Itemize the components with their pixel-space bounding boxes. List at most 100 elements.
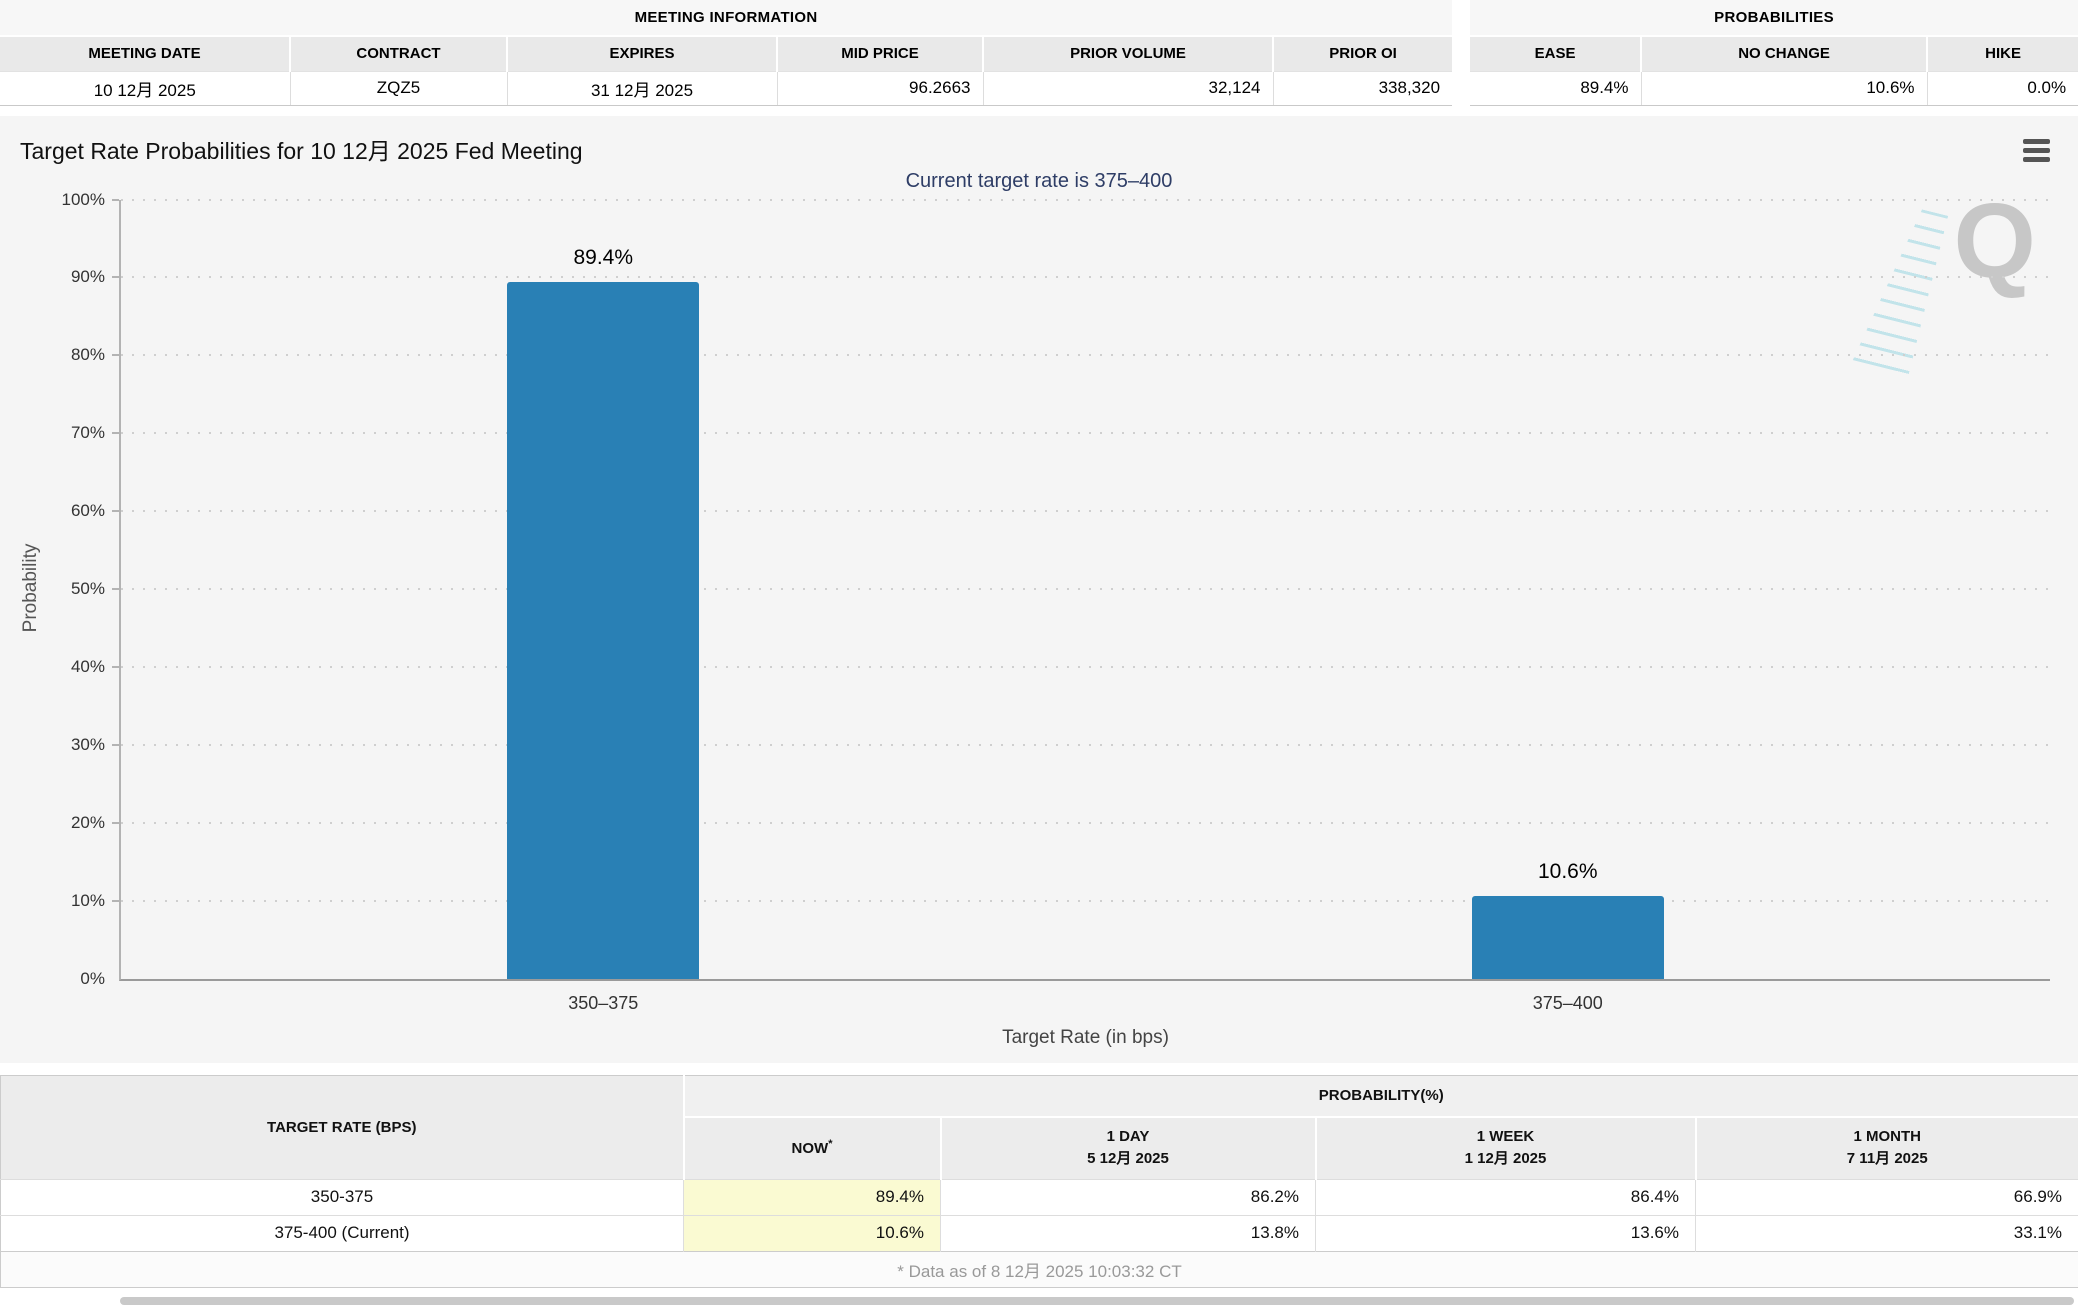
hamburger-bar [2023, 138, 2050, 144]
hamburger-bar [2023, 147, 2050, 153]
y-tick-100: 100% [61, 189, 105, 209]
y-tick-mark-10 [112, 899, 119, 902]
contract-value: ZQZ5 [289, 70, 507, 106]
chart-subtitle: Current target rate is 375–400 [905, 169, 1173, 192]
y-tick-90: 90% [70, 267, 105, 287]
one-month-column-header: 1 MONTH 7 11月 2025 [1694, 1117, 2078, 1179]
bar-value-label-0: 89.4% [573, 246, 634, 270]
one-day-date: 5 12月 2025 [1087, 1150, 1169, 1168]
y-tick-10: 10% [70, 890, 105, 910]
meeting-date-header: MEETING DATE [0, 36, 290, 71]
now-label: NOW [791, 1140, 829, 1157]
one-month-label: 1 MONTH [1853, 1127, 1922, 1145]
watermark-q-logo: Q [1953, 181, 2036, 300]
probability-group-header: PROBABILITY(%) [683, 1075, 2078, 1118]
y-tick-30: 30% [70, 734, 105, 754]
top-info-section: MEETING INFORMATION MEETING DATE CONTRAC… [0, 0, 2078, 106]
table-row: 375-400 (Current) 10.6% 13.8% 13.6% 33.1… [0, 1214, 2078, 1251]
one-day-label: 1 DAY [1106, 1127, 1150, 1145]
rate-range-375-400: 375-400 (Current) [0, 1214, 684, 1251]
prior-volume-value: 32,124 [982, 70, 1273, 106]
rate-range-350-375: 350-375 [0, 1178, 684, 1215]
ease-value: 89.4% [1470, 70, 1642, 106]
y-axis-label: Probability [20, 543, 41, 633]
x-axis-label: Target Rate (in bps) [1002, 1026, 1169, 1048]
one-day-column-header: 1 DAY 5 12月 2025 [939, 1117, 1316, 1179]
one-week-date: 1 12月 2025 [1464, 1150, 1547, 1168]
scrollbar-thumb[interactable] [120, 1297, 2074, 1305]
one-month-prob-350-375: 66.9% [1695, 1178, 2078, 1215]
one-day-prob-375-400: 13.8% [940, 1214, 1316, 1251]
x-tick-0: 350–375 [568, 992, 639, 1013]
y-tick-40: 40% [70, 656, 105, 676]
chart-menu-hamburger-icon[interactable] [2023, 135, 2050, 166]
one-week-column-header: 1 WEEK 1 12月 2025 [1314, 1117, 1696, 1179]
now-prob-350-375: 89.4% [683, 1178, 941, 1215]
y-tick-mark-20 [112, 821, 119, 824]
contract-header: CONTRACT [289, 36, 507, 71]
one-month-date: 7 11月 2025 [1846, 1150, 1928, 1168]
table-row: 350-375 89.4% 86.2% 86.4% 66.9% [0, 1178, 2078, 1215]
hamburger-bar [2023, 156, 2050, 162]
y-tick-mark-50 [112, 588, 119, 590]
probabilities-summary-table: PROBABILITIES EASE NO CHANGE HIKE 89.4% … [1470, 0, 2078, 106]
gridline-30 [121, 743, 2050, 746]
gridline-80 [121, 354, 2050, 357]
probability-history-table: TARGET RATE (BPS) PROBABILITY(%) NOW* 1 … [0, 1074, 2078, 1288]
y-tick-80: 80% [70, 345, 105, 365]
target-rate-bps-header: TARGET RATE (BPS) [0, 1075, 685, 1179]
meeting-date-value: 10 12月 2025 [0, 70, 290, 106]
no-change-header: NO CHANGE [1640, 36, 1928, 71]
y-tick-50: 50% [70, 579, 105, 598]
prior-oi-header: PRIOR OI [1271, 36, 1453, 71]
chart-title: Target Rate Probabilities for 10 12月 202… [20, 137, 583, 164]
one-week-prob-350-375: 86.4% [1315, 1178, 1696, 1215]
gridline-20 [121, 821, 2050, 824]
meeting-information-title: MEETING INFORMATION [0, 0, 1453, 37]
one-week-label: 1 WEEK [1476, 1127, 1535, 1145]
y-tick-mark-40 [112, 665, 119, 668]
y-tick-70: 70% [70, 423, 105, 443]
gridline-60 [121, 510, 2050, 513]
y-tick-mark-60 [112, 510, 119, 513]
one-day-prob-350-375: 86.2% [940, 1178, 1316, 1215]
x-tick-1: 375–400 [1532, 992, 1603, 1013]
no-change-value: 10.6% [1640, 70, 1928, 106]
one-week-prob-375-400: 13.6% [1315, 1214, 1696, 1251]
gridline-100 [121, 198, 2050, 201]
target-rate-chart: Target Rate Probabilities for 10 12月 202… [0, 115, 2078, 1063]
gridline-40 [121, 665, 2050, 668]
data-as-of-footnote: * Data as of 8 12月 2025 10:03:32 CT [0, 1250, 2078, 1287]
mid-price-value: 96.2663 [776, 70, 983, 106]
y-tick-60: 60% [70, 501, 105, 521]
plot-area: Probability Target Rate (in bps) 0% 10% 20… [20, 190, 2050, 1048]
gridline-90 [121, 276, 2050, 279]
bar-375–400[interactable] [1471, 895, 1664, 979]
horizontal-scrollbar[interactable] [0, 1295, 2078, 1306]
probabilities-title: PROBABILITIES [1470, 0, 2078, 37]
prior-volume-header: PRIOR VOLUME [982, 36, 1273, 71]
y-tick-mark-90 [112, 276, 119, 279]
hike-header: HIKE [1926, 36, 2078, 71]
now-prob-375-400: 10.6% [683, 1214, 941, 1251]
y-tick-mark-80 [112, 354, 119, 357]
one-month-prob-375-400: 33.1% [1695, 1214, 2078, 1251]
mid-price-header: MID PRICE [776, 36, 983, 71]
prior-oi-value: 338,320 [1272, 70, 1453, 106]
hike-value: 0.0% [1926, 70, 2078, 106]
bar-value-label-1: 10.6% [1537, 859, 1598, 883]
y-tick-mark-100 [112, 198, 119, 201]
now-column-header: NOW* [683, 1117, 941, 1179]
y-tick-mark-30 [112, 743, 119, 746]
y-tick-0: 0% [80, 968, 105, 988]
meeting-information-table: MEETING INFORMATION MEETING DATE CONTRAC… [0, 0, 1453, 106]
bar-350–375[interactable] [507, 282, 700, 979]
now-asterisk: * [828, 1138, 833, 1150]
expires-value: 31 12月 2025 [506, 70, 777, 106]
gridline-50 [121, 588, 2050, 590]
gridline-10 [121, 899, 2050, 902]
ease-header: EASE [1470, 36, 1642, 71]
y-tick-mark-70 [112, 432, 119, 435]
expires-header: EXPIRES [506, 36, 777, 71]
y-tick-20: 20% [70, 812, 105, 832]
